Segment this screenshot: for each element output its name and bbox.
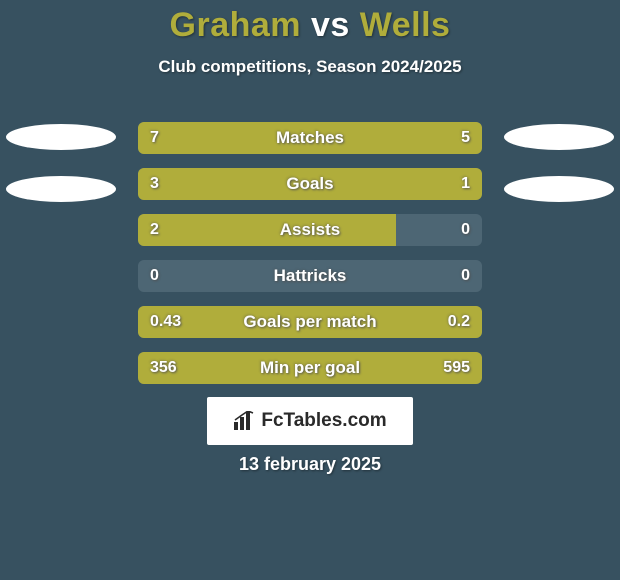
stat-label: Min per goal [138, 352, 482, 384]
stat-row: 0.430.2Goals per match [138, 306, 482, 338]
stat-row: 75Matches [138, 122, 482, 154]
stat-row: 31Goals [138, 168, 482, 200]
stat-label: Matches [138, 122, 482, 154]
comparison-infographic: Graham vs Wells Club competitions, Seaso… [0, 0, 620, 580]
player1-badge-top [6, 124, 116, 150]
stat-label: Goals [138, 168, 482, 200]
stat-label: Assists [138, 214, 482, 246]
player1-badge-bottom [6, 176, 116, 202]
stat-rows: 75Matches 31Goals 20Assists 00Hattricks 0.43… [138, 122, 482, 398]
stat-row: 356595Min per goal [138, 352, 482, 384]
player2-name: Wells [360, 6, 451, 44]
bar-chart-icon [233, 411, 255, 431]
vs-separator: vs [311, 6, 350, 44]
page-title: Graham vs Wells [0, 0, 620, 45]
subtitle: Club competitions, Season 2024/2025 [0, 57, 620, 77]
player2-badge-top [504, 124, 614, 150]
footer-logo-text: FcTables.com [261, 410, 386, 432]
player2-badge-bottom [504, 176, 614, 202]
stat-label: Hattricks [138, 260, 482, 292]
player1-name: Graham [170, 6, 302, 44]
stat-row: 20Assists [138, 214, 482, 246]
footer-logo: FcTables.com [207, 397, 413, 445]
stat-label: Goals per match [138, 306, 482, 338]
stat-row: 00Hattricks [138, 260, 482, 292]
footer-date: 13 february 2025 [0, 454, 620, 475]
